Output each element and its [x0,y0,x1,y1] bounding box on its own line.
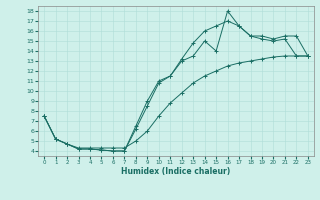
X-axis label: Humidex (Indice chaleur): Humidex (Indice chaleur) [121,167,231,176]
